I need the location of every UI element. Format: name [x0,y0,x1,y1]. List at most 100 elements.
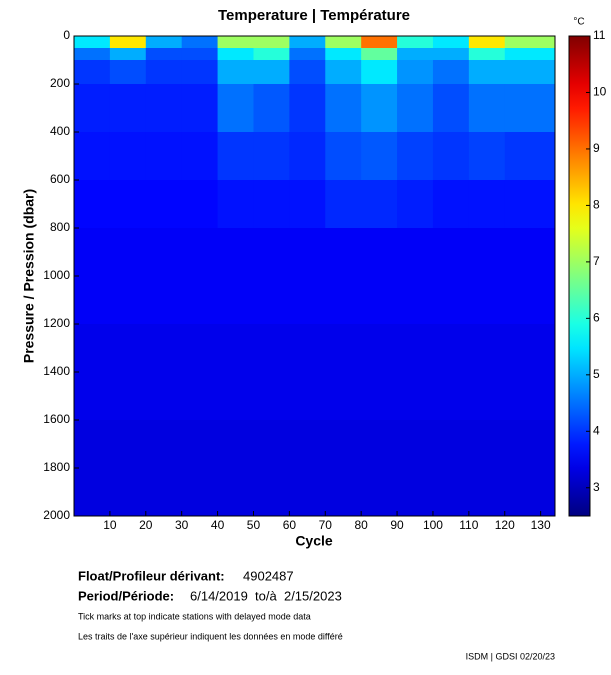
cell [468,324,506,421]
x-tick-label: 40 [211,518,225,532]
colorbar-label: °C [573,17,584,28]
cell [325,60,362,85]
cell [289,132,326,181]
cell [109,60,147,85]
x-tick-label: 120 [495,518,515,532]
cell [504,36,556,49]
cell [361,324,398,421]
cell [109,180,147,229]
cell [325,132,362,181]
cell [181,324,219,421]
cell [109,84,147,133]
cell [289,84,326,133]
colorbar-tick-label: 4 [593,423,600,437]
cell [109,48,147,61]
cell [325,324,362,421]
cell [145,324,183,421]
y-tick-label: 1600 [43,412,70,426]
colorbar-tick-label: 9 [593,141,600,155]
cell [145,48,183,61]
cell [74,228,111,325]
cell [181,48,219,61]
x-tick-label: 60 [283,518,297,532]
cell [109,228,147,325]
cell [361,228,398,325]
cell [253,228,290,325]
cell [181,84,219,133]
cell [397,60,434,85]
colorbar-tick-label: 11 [593,28,606,42]
cell [217,420,254,517]
cell [109,36,147,49]
cell [253,48,290,61]
cell [74,324,111,421]
cell [217,228,254,325]
colorbar [568,35,591,517]
cell [397,48,434,61]
cell [325,180,362,229]
period: 6/14/2019 to/à 2/15/2023 [190,588,342,603]
cell [74,180,111,229]
cell [504,60,556,85]
cell [432,228,470,325]
cell [181,420,219,517]
cell [504,420,556,517]
cell [109,324,147,421]
cell [361,60,398,85]
cell [109,420,147,517]
cell [432,84,470,133]
cell [217,36,254,49]
y-tick-label: 1400 [43,364,70,378]
cell [325,48,362,61]
cell [361,48,398,61]
cell [217,84,254,133]
cell [74,132,111,181]
cell [289,48,326,61]
x-tick-label: 100 [423,518,443,532]
y-tick-label: 0 [63,28,70,42]
cell [468,180,506,229]
cell [397,180,434,229]
note: Tick marks at top indicate stations with… [78,611,311,621]
cell [145,420,183,517]
cell [468,36,506,49]
cell [468,84,506,133]
y-tick-label: 1000 [43,268,70,282]
cell [181,228,219,325]
cell [432,420,470,517]
cell [145,228,183,325]
cell [181,60,219,85]
cell [432,180,470,229]
cell [361,180,398,229]
cell [504,324,556,421]
cell [397,84,434,133]
cell [253,180,290,229]
cell [289,324,326,421]
cell [468,48,506,61]
cell [325,36,362,49]
cell [468,60,506,85]
cell [253,324,290,421]
cell [397,420,434,517]
cell [109,132,147,181]
cell [432,132,470,181]
cell [253,60,290,85]
cell [361,36,398,49]
cell [217,324,254,421]
x-tick-label: 130 [531,518,551,532]
cell [325,228,362,325]
float-id: 4902487 [243,568,294,583]
cell [217,180,254,229]
cell [217,48,254,61]
note: Les traits de l'axe supérieur indiquent … [78,631,343,641]
cell [361,132,398,181]
cell [432,60,470,85]
x-tick-label: 20 [139,518,153,532]
cell [432,36,470,49]
cell [145,60,183,85]
y-tick-label: 2000 [43,508,70,522]
period-label: Period/Période: [78,588,174,603]
colorbar-tick-label: 10 [593,85,607,99]
